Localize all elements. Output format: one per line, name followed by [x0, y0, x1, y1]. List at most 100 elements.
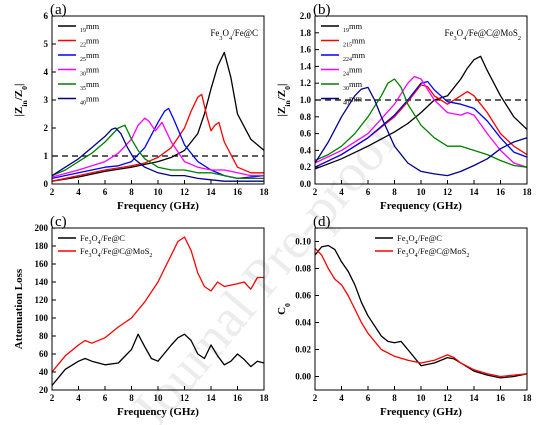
panel-annotation: Fe3O4/Fe@C	[210, 28, 258, 42]
x-tick-label: 8	[129, 393, 134, 403]
series-line-4	[52, 117, 264, 178]
y-tick-label: 0.04	[295, 318, 311, 328]
series-line-5	[315, 78, 527, 168]
chart-panel-d: 2 4 6 8 10 12 14 16 18 0.00 0.02 0.04 0.06 0.08 0.10 Fr…	[276, 214, 532, 418]
legend-label: 19mm	[343, 21, 363, 34]
y-tick-label: 2.0	[300, 11, 312, 21]
x-tick-label: 10	[154, 187, 164, 197]
x-tick-label: 10	[417, 187, 427, 197]
x-tick-label: 4	[339, 187, 344, 197]
y-axis-label: |Zin/Z0|	[276, 84, 292, 117]
panel-label: (d)	[313, 214, 331, 230]
x-tick-label: 14	[470, 187, 480, 197]
y-tick-label: 60	[39, 349, 49, 359]
x-tick-label: 16	[496, 187, 506, 197]
series-line-1	[315, 55, 527, 170]
y-tick-label: 4	[44, 67, 49, 77]
x-tick-label: 8	[129, 187, 134, 197]
y-tick-label: 1.0	[300, 95, 312, 105]
x-tick-label: 2	[313, 393, 318, 403]
series-line-2	[52, 236, 264, 373]
x-tick-label: 10	[417, 393, 427, 403]
y-tick-label: 6	[44, 11, 49, 21]
x-axis-label: Frequency (GHz)	[380, 200, 462, 212]
legend-label: 24mm	[343, 65, 363, 78]
y-tick-label: 0.4	[300, 145, 312, 155]
y-tick-label: 0.8	[300, 112, 312, 122]
y-tick-label: 0.6	[300, 129, 312, 139]
x-tick-label: 2	[313, 187, 318, 197]
x-tick-label: 8	[392, 187, 397, 197]
y-tick-label: 200	[35, 223, 49, 233]
y-tick-label: 2	[44, 123, 49, 133]
legend-label: 215mm	[343, 36, 366, 49]
y-tick-label: 0.08	[295, 264, 311, 274]
y-tick-label: 1.8	[300, 28, 312, 38]
x-tick-label: 2	[50, 187, 55, 197]
x-tick-label: 18	[260, 393, 270, 403]
x-tick-label: 2	[50, 393, 55, 403]
x-tick-label: 14	[470, 393, 480, 403]
panel-label: (a)	[50, 2, 67, 18]
x-tick-label: 8	[392, 393, 397, 403]
y-tick-label: 160	[35, 259, 49, 269]
x-tick-label: 16	[496, 393, 506, 403]
y-axis-label: Attenuation Loss	[13, 268, 25, 349]
series-line-6	[315, 86, 527, 177]
legend-label: 40mm	[343, 94, 363, 107]
legend-label: 40mm	[80, 94, 100, 107]
y-tick-label: 0	[44, 179, 49, 189]
x-tick-label: 4	[76, 187, 81, 197]
y-tick-label: 140	[35, 277, 49, 287]
x-axis-label: Frequency (GHz)	[117, 406, 199, 418]
series-line-3	[315, 80, 527, 168]
series-line-1	[52, 51, 264, 182]
series-line-2	[315, 247, 527, 378]
y-tick-label: 40	[39, 367, 49, 377]
legend-label: 22mm	[80, 36, 100, 49]
y-tick-label: 20	[39, 385, 49, 395]
y-tick-label: 1	[44, 151, 49, 161]
y-tick-label: 5	[44, 39, 49, 49]
legend-label: 30mm	[343, 79, 363, 92]
legend-label: 19mm	[80, 21, 100, 34]
series-line-6	[52, 127, 264, 182]
y-tick-label: 1.4	[300, 61, 312, 71]
x-tick-label: 16	[233, 187, 243, 197]
panel-annotation: Fe3O4/Fe@C@MoS2	[444, 28, 521, 42]
legend-label: Fe3O4/Fe@C@MoS2	[80, 246, 152, 259]
x-axis-label: Frequency (GHz)	[117, 200, 199, 212]
y-axis-label: |Zin/Z0|	[13, 84, 29, 117]
x-tick-label: 14	[207, 187, 217, 197]
x-tick-label: 14	[207, 393, 217, 403]
panel-label: (c)	[50, 214, 67, 230]
x-tick-label: 10	[154, 393, 164, 403]
y-tick-label: 180	[35, 241, 49, 251]
y-tick-label: 100	[35, 313, 49, 323]
y-tick-label: 0.0	[300, 179, 312, 189]
x-tick-label: 6	[366, 393, 371, 403]
x-tick-label: 18	[523, 187, 533, 197]
x-tick-label: 4	[76, 393, 81, 403]
x-tick-label: 18	[260, 187, 270, 197]
y-tick-label: 0.10	[295, 237, 311, 247]
x-tick-label: 16	[233, 393, 243, 403]
series-line-2	[52, 93, 264, 182]
y-tick-label: 0.00	[295, 372, 311, 382]
chart-panel-b: 2 4 6 8 10 12 14 16 18 0.0 0.2 0.4 0.6 0.8 1.0 1.2 1.4 1.…	[276, 2, 532, 212]
legend-label: 30mm	[80, 65, 100, 78]
x-tick-label: 12	[443, 393, 453, 403]
x-tick-label: 12	[443, 187, 453, 197]
y-tick-label: 0.2	[300, 162, 312, 172]
x-tick-label: 4	[339, 393, 344, 403]
y-axis-label: C0	[276, 303, 292, 315]
x-axis-label: Frequency (GHz)	[380, 406, 462, 418]
x-tick-label: 12	[180, 393, 190, 403]
legend-label: Fe3O4/Fe@C	[80, 233, 125, 246]
legend-label: 35mm	[80, 79, 100, 92]
x-tick-label: 12	[180, 187, 190, 197]
y-tick-label: 80	[39, 331, 49, 341]
series-line-5	[52, 124, 264, 180]
